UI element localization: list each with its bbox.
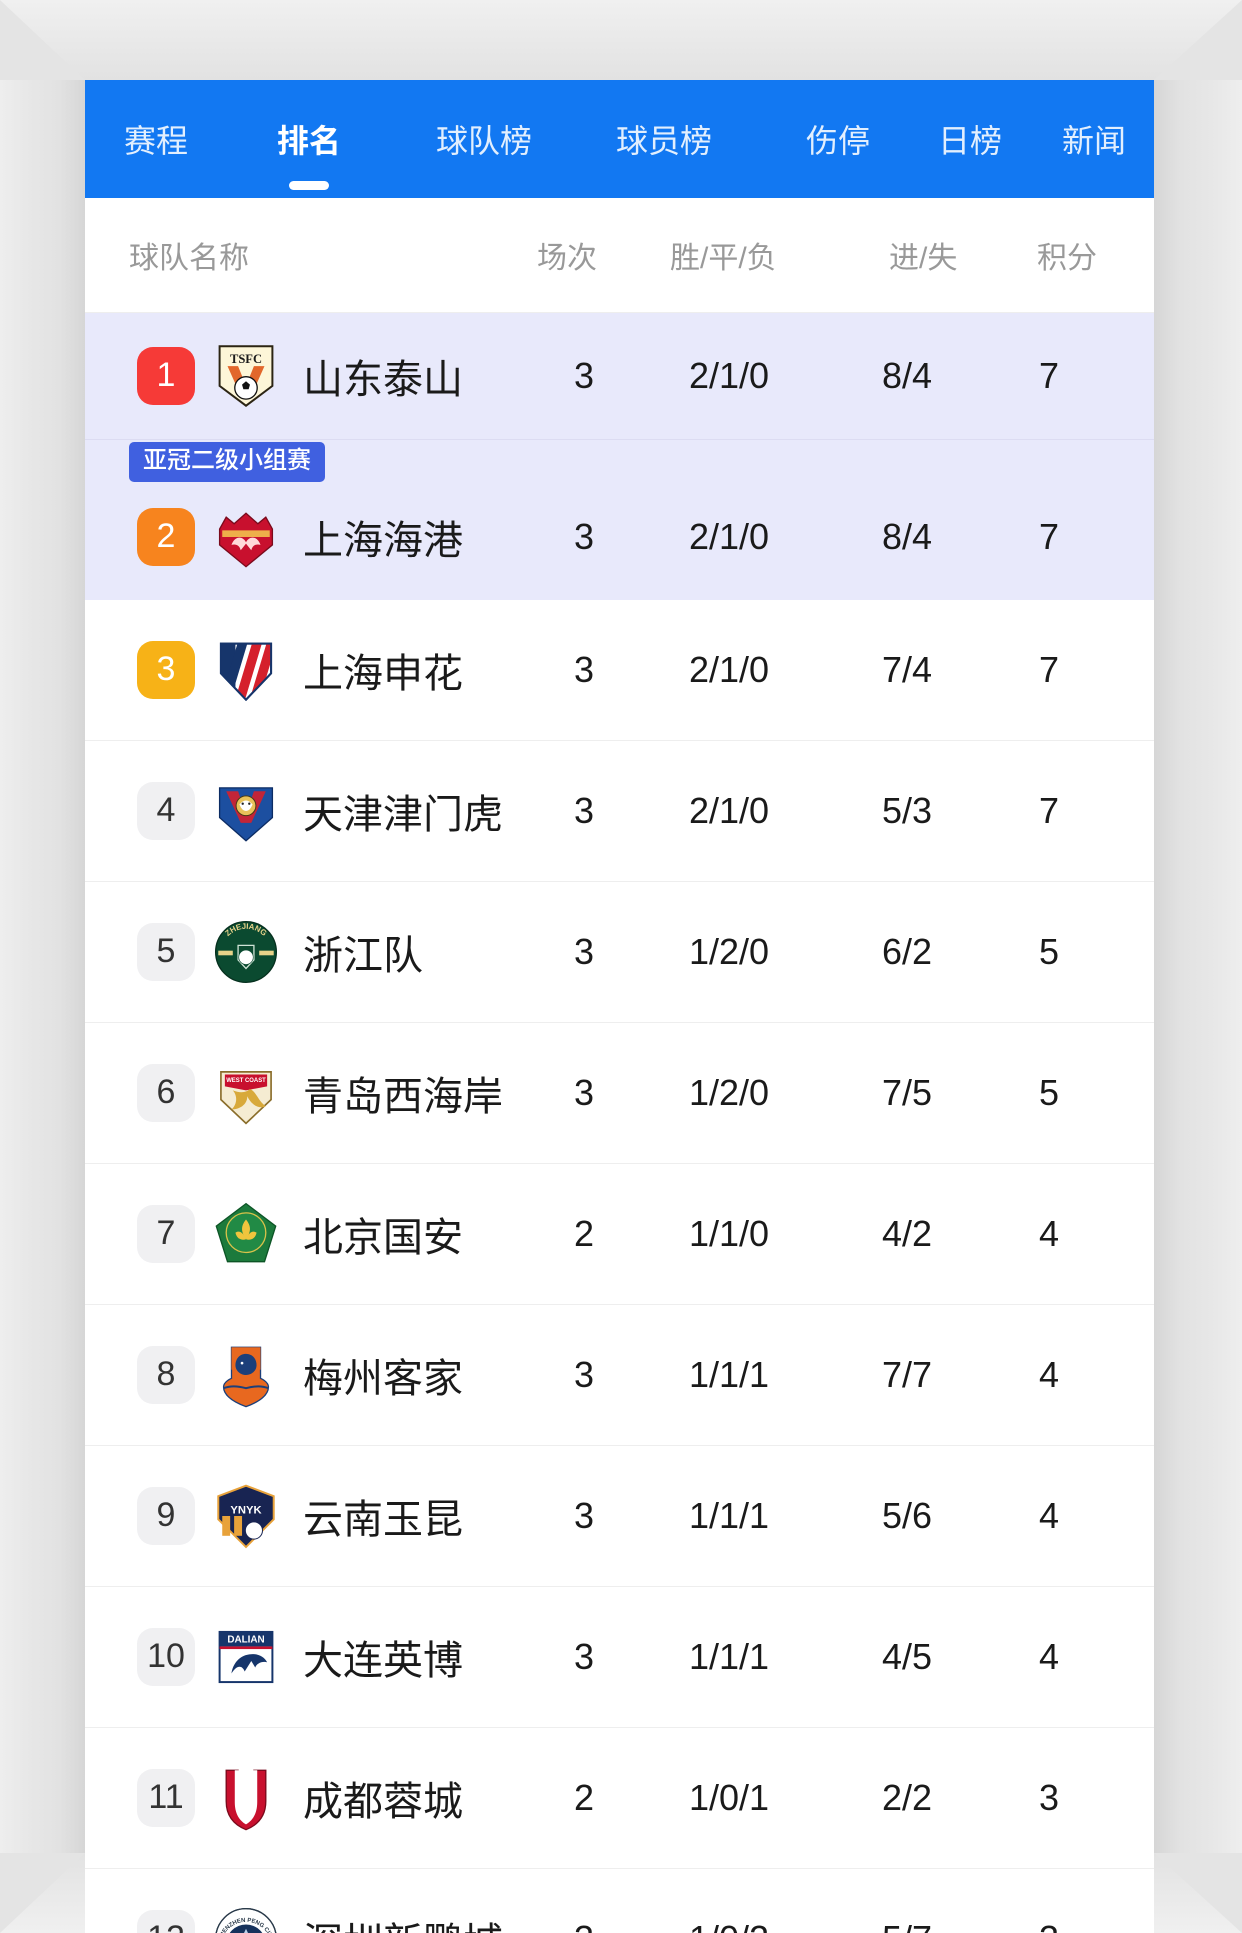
svg-text:DALIAN: DALIAN — [227, 1634, 264, 1645]
svg-text:WEST COAST: WEST COAST — [226, 1078, 266, 1084]
svg-text:TSFC: TSFC — [230, 352, 262, 366]
svg-text:YNYK: YNYK — [230, 1504, 261, 1516]
